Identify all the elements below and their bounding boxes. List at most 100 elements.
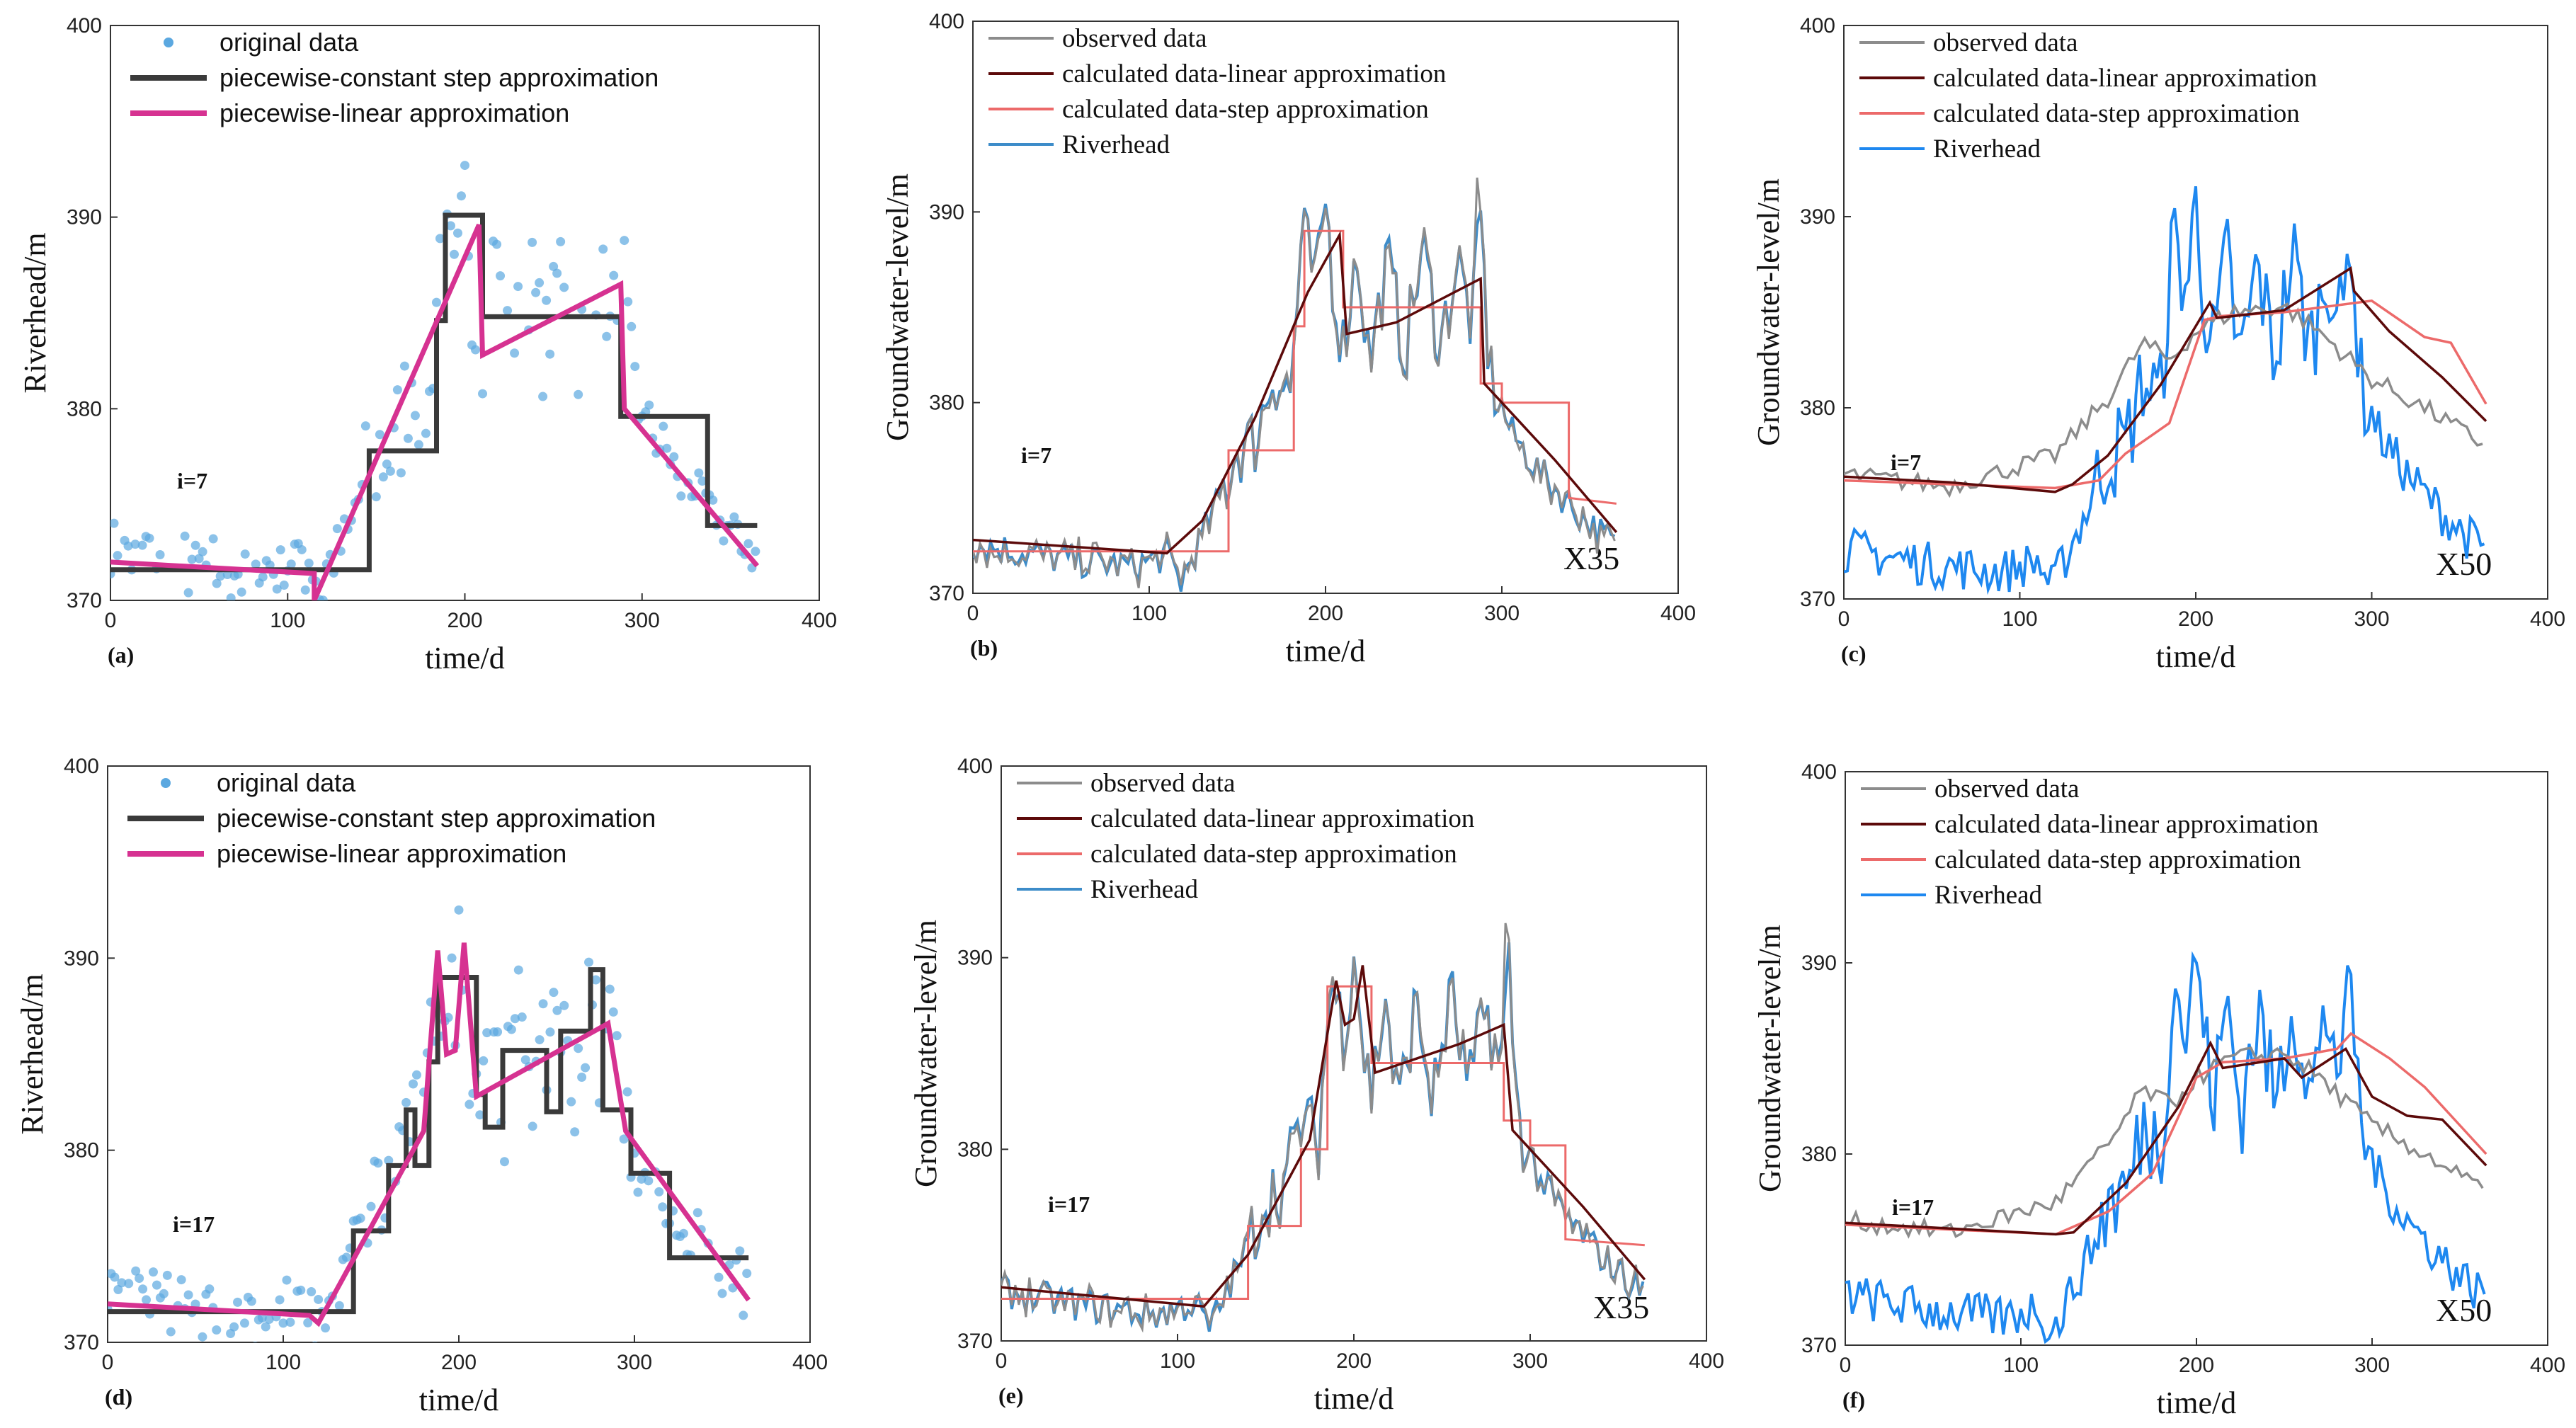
data-point [471, 345, 481, 355]
legend: observed data calculated data-linear appr… [988, 24, 1446, 159]
data-point [503, 306, 513, 316]
data-point [233, 1297, 243, 1307]
x-tick-label: 300 [617, 1351, 652, 1374]
y-tick-label: 370 [64, 1331, 99, 1354]
legend-label: Riverhead [1090, 875, 1199, 904]
x-axis-title: time/d [2156, 639, 2235, 674]
data-point [602, 331, 612, 341]
series-calc-step [973, 229, 1617, 553]
x-tick-label: 0 [102, 1351, 114, 1374]
data-point [382, 459, 392, 469]
data-point [123, 541, 133, 551]
data-point [384, 1155, 394, 1165]
x-tick-label: 0 [1840, 1354, 1852, 1377]
data-point [549, 261, 559, 271]
data-point [215, 571, 225, 581]
data-point [110, 1272, 120, 1282]
data-point [693, 1208, 702, 1218]
data-point [609, 270, 619, 280]
data-point [198, 1332, 207, 1342]
y-tick-label: 400 [64, 755, 99, 778]
data-point [697, 476, 707, 486]
y-tick-label: 380 [1801, 1143, 1837, 1166]
data-point [190, 540, 200, 550]
y-axis-title: Groundwater-level/m [880, 173, 915, 441]
x-tick-label: 100 [1132, 602, 1167, 625]
legend-label: calculated data-step approximation [1933, 99, 2300, 128]
panel-f: 0 100 200 300 400 370 380 390 400 time/d Groundwat… [1753, 760, 2565, 1420]
data-point [559, 1000, 569, 1010]
data-point [297, 544, 307, 554]
data-point [275, 1295, 285, 1305]
data-point [743, 539, 753, 549]
y-axis-title: Groundwater-level/m [1753, 925, 1787, 1192]
data-point [659, 421, 668, 431]
iteration-label: i=7 [1891, 450, 1921, 475]
x-tick-label: 300 [2354, 607, 2389, 631]
y-tick-label: 390 [1800, 205, 1835, 229]
data-point [447, 953, 457, 963]
data-point [620, 236, 629, 246]
y-axis-title: Riverhead/m [15, 973, 50, 1134]
y-tick-label: 390 [957, 947, 993, 970]
plot-area [1844, 185, 2487, 595]
data-point [465, 1099, 474, 1109]
data-point [334, 1301, 344, 1310]
data-point [226, 593, 236, 600]
x-tick-label: 0 [996, 1349, 1008, 1373]
panel-b: 0 100 200 300 400 370 380 390 400 time/d Groundwat… [880, 10, 1696, 668]
x-tick-label: 100 [2003, 1354, 2039, 1377]
data-point [552, 1005, 562, 1015]
x-axis-title: time/d [425, 641, 504, 675]
data-point [286, 559, 296, 569]
data-point [739, 1310, 748, 1320]
x-tick-label: 300 [1484, 602, 1520, 625]
data-point [478, 389, 488, 399]
data-point [460, 161, 469, 171]
legend-swatch [161, 778, 171, 788]
data-point [449, 249, 459, 259]
plot-area [1001, 923, 1646, 1333]
data-point [676, 491, 686, 501]
plot-area [110, 161, 760, 600]
data-point [180, 531, 190, 541]
x-tick-label: 400 [1660, 602, 1696, 625]
data-point [623, 297, 633, 307]
legend-label: Riverhead [1934, 881, 2043, 910]
data-point [545, 349, 555, 359]
data-point [751, 547, 760, 556]
x-tick-label: 400 [2530, 1354, 2565, 1377]
data-point [246, 1296, 256, 1306]
y-tick-label: 390 [929, 200, 964, 224]
data-point [401, 1097, 411, 1107]
data-point [556, 236, 566, 246]
data-point [719, 536, 729, 546]
iteration-label: i=17 [1892, 1194, 1934, 1220]
data-point [148, 1267, 158, 1277]
series-original-data [110, 161, 760, 600]
data-point [742, 1269, 752, 1279]
data-point [198, 547, 207, 556]
data-point [714, 1272, 724, 1282]
y-axis-title: Groundwater-level/m [1751, 178, 1786, 446]
data-point [708, 495, 718, 505]
data-point [194, 554, 204, 564]
data-point [513, 282, 523, 292]
legend-label: calculated data-linear approximation [1090, 804, 1474, 833]
data-point [124, 1279, 134, 1289]
legend-label: observed data [1062, 24, 1207, 53]
legend-label: calculated data-step approximation [1934, 845, 2301, 874]
series-riverhead [1844, 185, 2485, 595]
data-point [612, 1031, 622, 1041]
y-tick-label: 380 [957, 1138, 993, 1161]
series-original-data [108, 905, 752, 1342]
legend-label: piecewise-linear approximation [217, 839, 566, 868]
data-point [229, 1322, 239, 1332]
data-point [517, 1012, 527, 1022]
x-axis-title: time/d [2157, 1386, 2236, 1420]
data-point [272, 584, 282, 594]
data-point [341, 1252, 351, 1262]
x-axis-title: time/d [1314, 1381, 1394, 1416]
data-point [622, 1087, 632, 1097]
data-point [285, 1318, 295, 1327]
